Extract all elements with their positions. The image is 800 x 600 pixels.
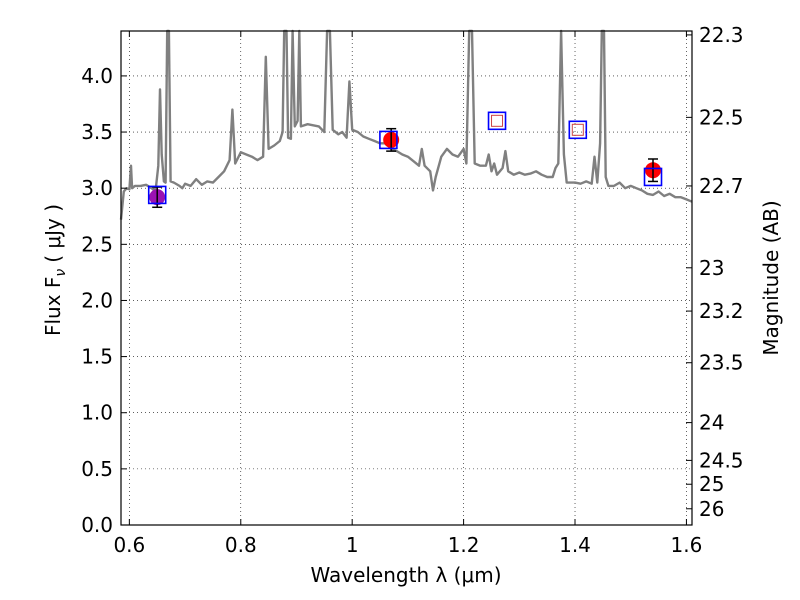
grid-lines xyxy=(121,31,692,526)
y2-tick-label: 24.5 xyxy=(699,448,744,472)
y-axis-label: Flux Fν ( μJy ) xyxy=(41,204,69,336)
y2-tick-label: 26 xyxy=(699,497,724,521)
series-layer xyxy=(119,29,693,220)
y2-tick-label: 22.3 xyxy=(699,23,744,47)
y2-tick-label: 23.5 xyxy=(699,351,744,375)
upper-limit-marker xyxy=(491,114,504,127)
y2-tick-label: 22.5 xyxy=(699,105,744,129)
model-photometry-marker xyxy=(568,120,588,140)
plot-frame xyxy=(120,30,693,526)
x-tick-label: 1 xyxy=(346,533,359,557)
y-tick-label: 1.5 xyxy=(81,345,113,369)
x-tick-label: 0.6 xyxy=(113,533,145,557)
marker-layer xyxy=(147,111,663,209)
model-photometry-marker xyxy=(487,111,507,131)
y-tick-label: 3.0 xyxy=(81,176,113,200)
model-photometry-marker xyxy=(379,130,398,150)
y-tick-label: 4.0 xyxy=(81,64,113,88)
y-tick-label: 2.5 xyxy=(81,232,113,256)
y2-tick-label: 23 xyxy=(699,256,724,280)
model-spectrum-line xyxy=(119,29,693,220)
model-photometry-marker xyxy=(147,185,167,205)
y-axis-label-unit: ( μJy ) xyxy=(41,204,65,263)
y-tick-label: 0.5 xyxy=(81,457,113,481)
y-tick-label: 1.0 xyxy=(81,401,113,425)
y2-tick-label: 24 xyxy=(699,411,724,435)
upper-limit-marker xyxy=(571,123,584,136)
x-axis-label: Wavelength λ (μm) xyxy=(310,563,501,587)
y-tick-label: 3.5 xyxy=(81,120,113,144)
y2-tick-label: 23.2 xyxy=(699,299,744,323)
tick-layer: 0.6 0.8 1 1.2 1.4 1.6 0.0 0.5 1.0 1.5 2.0 2.5 3.0 3.5… xyxy=(81,23,743,557)
y-tick-label: 0.0 xyxy=(81,513,113,537)
y-tick-label: 2.0 xyxy=(81,288,113,312)
y2-axis-label: Magnitude (AB) xyxy=(759,200,783,355)
y2-tick-label: 22.7 xyxy=(699,174,744,198)
y-axis-label-sub: ν xyxy=(53,269,69,277)
x-tick-label: 0.8 xyxy=(225,533,257,557)
x-tick-label: 1.4 xyxy=(559,533,591,557)
x-tick-label: 1.2 xyxy=(448,533,480,557)
y-axis-label-main: Flux F xyxy=(41,277,65,336)
model-photometry-marker xyxy=(643,167,663,187)
x-tick-label: 1.6 xyxy=(671,533,703,557)
y2-tick-label: 25 xyxy=(699,472,724,496)
